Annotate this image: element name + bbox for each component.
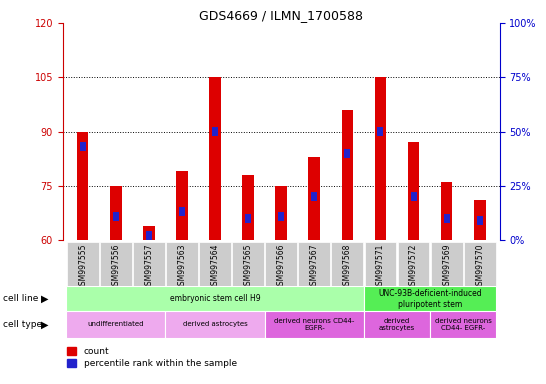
Bar (397, 242, 430, 286)
Bar (66, 286, 364, 311)
Text: GSM997566: GSM997566 (277, 244, 286, 290)
Bar (464, 242, 496, 286)
Bar (431, 242, 462, 286)
Bar (375, 77, 386, 240)
Bar (311, 192, 317, 201)
Bar (179, 207, 185, 216)
Bar (209, 77, 221, 240)
Title: GDS4669 / ILMN_1700588: GDS4669 / ILMN_1700588 (199, 9, 363, 22)
Bar (377, 127, 383, 136)
Legend: count, percentile rank within the sample: count, percentile rank within the sample (67, 347, 236, 368)
Text: GSM997571: GSM997571 (376, 244, 385, 290)
Text: GSM997557: GSM997557 (144, 244, 153, 290)
Bar (245, 214, 251, 223)
Bar (66, 311, 165, 338)
Bar (477, 216, 483, 225)
Text: undifferentiated: undifferentiated (87, 321, 144, 328)
Bar (110, 186, 122, 240)
Bar (430, 311, 496, 338)
Bar (100, 242, 132, 286)
Text: ▶: ▶ (41, 293, 49, 304)
Text: cell type: cell type (3, 320, 42, 329)
Bar (212, 127, 218, 136)
Text: GSM997563: GSM997563 (177, 244, 186, 290)
Bar (113, 212, 118, 221)
Text: GSM997555: GSM997555 (78, 244, 87, 290)
Bar (364, 286, 496, 311)
Bar (146, 231, 152, 240)
Bar (77, 131, 88, 240)
Bar (278, 212, 284, 221)
Text: GSM997569: GSM997569 (442, 244, 451, 290)
Text: derived astrocytes: derived astrocytes (182, 321, 247, 328)
Text: derived neurons CD44-
EGFR-: derived neurons CD44- EGFR- (274, 318, 354, 331)
Bar (342, 110, 353, 240)
Text: GSM997568: GSM997568 (343, 244, 352, 290)
Text: GSM997556: GSM997556 (111, 244, 120, 290)
Bar (441, 182, 453, 240)
Bar (265, 242, 297, 286)
Text: derived neurons
CD44- EGFR-: derived neurons CD44- EGFR- (435, 318, 491, 331)
Text: GSM997564: GSM997564 (211, 244, 219, 290)
Bar (411, 192, 417, 201)
Text: GSM997567: GSM997567 (310, 244, 319, 290)
Bar (299, 242, 330, 286)
Bar (80, 142, 86, 151)
Bar (67, 242, 98, 286)
Bar (364, 311, 430, 338)
Bar (232, 242, 264, 286)
Text: derived
astrocytes: derived astrocytes (379, 318, 415, 331)
Bar (199, 242, 231, 286)
Text: GSM997572: GSM997572 (409, 244, 418, 290)
Text: cell line: cell line (3, 294, 38, 303)
Bar (275, 186, 287, 240)
Text: GSM997570: GSM997570 (475, 244, 484, 290)
Bar (365, 242, 396, 286)
Bar (242, 175, 254, 240)
Text: GSM997565: GSM997565 (244, 244, 253, 290)
Bar (345, 149, 351, 158)
Bar (165, 311, 265, 338)
Bar (331, 242, 363, 286)
Bar (133, 242, 165, 286)
Text: ▶: ▶ (41, 319, 49, 329)
Bar (474, 200, 485, 240)
Bar (444, 214, 449, 223)
Bar (166, 242, 198, 286)
Text: embryonic stem cell H9: embryonic stem cell H9 (170, 294, 260, 303)
Bar (265, 311, 364, 338)
Bar (408, 142, 419, 240)
Bar (176, 171, 188, 240)
Text: UNC-93B-deficient-induced
pluripotent stem: UNC-93B-deficient-induced pluripotent st… (378, 288, 482, 309)
Bar (308, 157, 320, 240)
Bar (143, 225, 155, 240)
